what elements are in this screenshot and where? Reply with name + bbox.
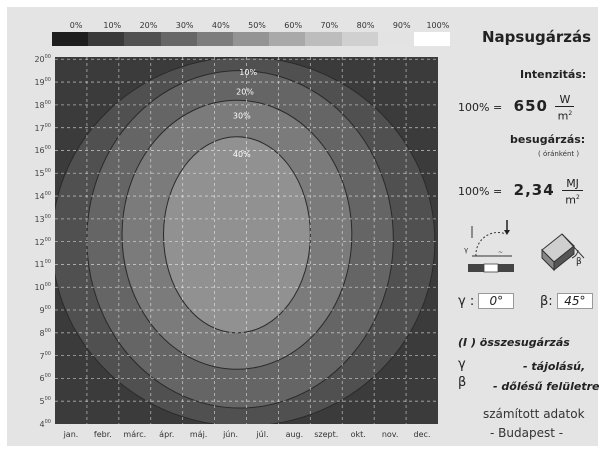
x-tick-label: jan. xyxy=(63,430,79,439)
y-tick-label: 500 xyxy=(39,396,51,407)
x-tick-label: ápr. xyxy=(159,430,175,439)
legend-line-1: (I ) összesugárzás xyxy=(458,336,570,349)
colorscale-label: 60% xyxy=(284,21,303,30)
x-tick-label: jún. xyxy=(223,430,238,439)
x-tick-label: nov. xyxy=(381,430,399,439)
y-tick-label: 800 xyxy=(39,327,51,338)
y-tick-label: 700 xyxy=(39,350,51,361)
contour-label: 10% xyxy=(239,68,257,77)
x-tick-label: febr. xyxy=(93,430,112,439)
x-tick-label: szept. xyxy=(314,430,339,439)
irradiation-sublabel: ( óránként ) xyxy=(538,150,580,158)
colorscale-label: 20% xyxy=(139,21,158,30)
x-tick-label: aug. xyxy=(285,430,304,439)
x-tick-label: okt. xyxy=(350,430,366,439)
svg-text:~: ~ xyxy=(498,249,503,256)
footer-source: számított adatok xyxy=(483,407,585,421)
tilt-diagram-icon: β xyxy=(541,233,585,272)
y-tick-label: 600 xyxy=(39,373,51,384)
contour-label: 30% xyxy=(233,111,251,120)
intensity-unit-num: W xyxy=(555,93,575,107)
colorscale-bar xyxy=(52,32,451,46)
x-tick-label: márc. xyxy=(123,430,147,439)
gamma-value[interactable]: 0° xyxy=(478,293,515,309)
legend-line-2: - tájolású, xyxy=(523,360,586,373)
colorscale-swatch xyxy=(160,32,197,46)
y-tick-label: 1000 xyxy=(34,282,51,293)
y-tick-label: 1900 xyxy=(34,77,51,87)
colorscale-label: 100% xyxy=(426,21,450,30)
colorscale-swatch xyxy=(305,32,342,46)
x-tick-label: máj. xyxy=(189,430,208,439)
colorscale-label: 80% xyxy=(356,21,375,30)
y-tick-label: 1100 xyxy=(34,259,51,270)
y-tick-label: 1800 xyxy=(34,100,51,110)
colorscale-label: 30% xyxy=(175,21,194,30)
colorscale-swatch xyxy=(196,32,233,46)
colorscale-swatch xyxy=(88,32,125,46)
contour-label: 40% xyxy=(233,150,251,159)
svg-text:β: β xyxy=(576,257,582,267)
colorscale-swatch xyxy=(52,32,89,46)
heatmap-plot: 10% 20% 30% 40% xyxy=(55,57,438,424)
colorscale-label: 10% xyxy=(103,21,122,30)
legend-line-3: - dőlésű felületre xyxy=(493,380,600,393)
irradiation-unit-den: m2 xyxy=(565,193,580,207)
y-tick-label: 1300 xyxy=(34,214,51,224)
colorscale-swatch xyxy=(377,32,414,46)
intensity-prefix: 100% = xyxy=(458,100,503,114)
colorscale-label: 90% xyxy=(392,21,411,30)
y-tick-label: 1200 xyxy=(34,236,51,247)
colorscale-label: 70% xyxy=(320,21,339,30)
irradiation-unit-num: MJ xyxy=(562,177,583,191)
orientation-diagram-icon: γ ~ xyxy=(464,220,514,273)
chart-title: Napsugárzás xyxy=(482,28,592,46)
contour-label: 20% xyxy=(236,88,254,97)
legend-gamma-symbol: γ xyxy=(458,357,466,372)
y-tick-label: 1500 xyxy=(34,168,51,179)
irradiation-value: 2,34 xyxy=(513,180,555,199)
intensity-equation: 100% = 650 W m2 xyxy=(458,93,575,123)
colorscale-label: 40% xyxy=(211,21,230,30)
colorscale-swatch xyxy=(413,32,451,46)
y-tick-label: 1600 xyxy=(34,145,51,156)
y-tick-label: 2000 xyxy=(34,54,51,65)
colorscale-label: 0% xyxy=(69,21,83,30)
svg-text:γ: γ xyxy=(464,246,468,254)
intensity-unit-den: m2 xyxy=(557,109,573,123)
colorscale-label: 50% xyxy=(248,21,266,30)
x-tick-label: dec. xyxy=(413,430,431,439)
irradiation-unit: MJ m2 xyxy=(562,177,583,207)
x-tick-label: júl. xyxy=(256,430,269,439)
gamma-row: γ : 0° xyxy=(458,293,515,309)
intensity-unit: W m2 xyxy=(555,93,575,123)
contour-band xyxy=(163,136,311,334)
beta-row: β: 45° xyxy=(540,293,593,309)
colorscale-swatch xyxy=(341,32,378,46)
y-tick-label: 1700 xyxy=(34,122,51,133)
colorscale-swatch xyxy=(232,32,270,46)
intensity-label: Intenzitás: xyxy=(520,68,587,81)
beta-label: β: xyxy=(540,294,553,309)
irradiation-label: besugárzás: xyxy=(510,133,586,146)
legend-beta-symbol: β xyxy=(458,375,467,390)
colorscale-swatch xyxy=(124,32,161,46)
y-tick-label: 900 xyxy=(39,305,51,315)
intensity-value: 650 xyxy=(513,96,548,115)
y-tick-label: 1400 xyxy=(34,191,51,201)
y-tick-label: 400 xyxy=(39,419,51,429)
footer-location: - Budapest - xyxy=(490,426,564,440)
colorscale-swatch xyxy=(269,32,306,46)
heatmap-svg: 10% 20% 30% 40% xyxy=(55,57,438,424)
gamma-label: γ : xyxy=(458,294,475,309)
beta-value[interactable]: 45° xyxy=(556,293,593,309)
irradiation-equation: 100% = 2,34 MJ m2 xyxy=(458,177,583,207)
irradiation-prefix: 100% = xyxy=(458,184,503,198)
